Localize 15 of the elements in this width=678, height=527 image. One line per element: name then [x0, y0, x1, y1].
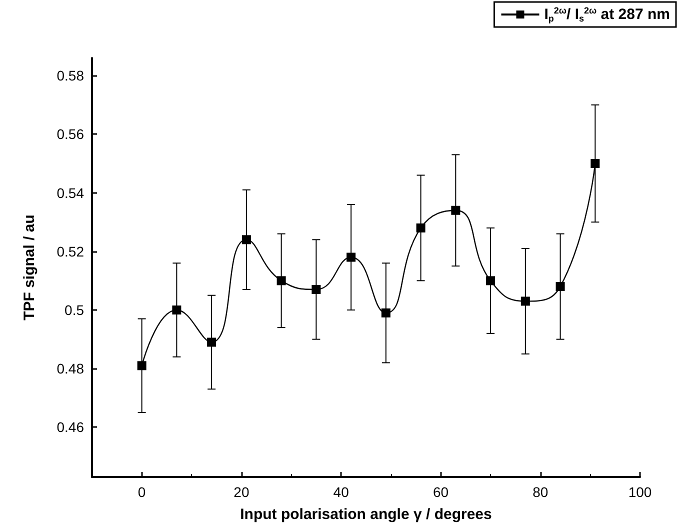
y-tick-label: 0.54 [56, 184, 84, 201]
x-tick-label: 20 [234, 484, 250, 500]
x-axis-title: Input polarisation angle γ / degrees [240, 506, 492, 523]
y-axis-title: TPF signal / au [21, 214, 38, 320]
y-tick-label: 0.46 [56, 419, 84, 436]
x-tick-label: 0 [138, 484, 146, 500]
x-tick-label: 60 [432, 484, 449, 500]
x-tick-label: 40 [333, 484, 350, 500]
x-tick-label: 80 [532, 484, 548, 500]
y-tick-label: 0.58 [56, 68, 84, 84]
y-tick-label: 0.52 [56, 243, 84, 260]
y-tick-label: 0.5 [64, 302, 84, 318]
x-tick-label: 100 [628, 484, 652, 500]
y-tick-label: 0.48 [56, 360, 84, 377]
y-tick-label: 0.56 [56, 126, 84, 142]
